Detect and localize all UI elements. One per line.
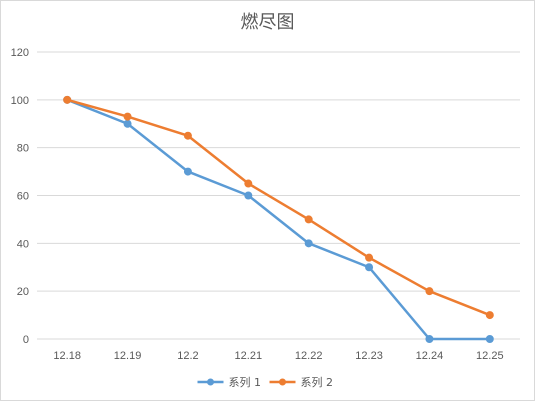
y-tick-label: 20 xyxy=(17,286,29,298)
chart-title: 燃尽图 xyxy=(240,12,295,33)
series-2-point xyxy=(485,311,494,320)
series-1-point xyxy=(244,191,253,200)
series-1-point xyxy=(365,263,374,272)
series-2-point xyxy=(365,253,374,262)
series-1-point xyxy=(183,167,192,176)
series-2-line xyxy=(65,98,492,317)
y-tick-label: 120 xyxy=(11,47,29,59)
y-tick-label: 60 xyxy=(17,191,29,203)
series-1-point xyxy=(304,239,313,248)
series-2-point xyxy=(244,179,253,188)
x-tick-label: 12.25 xyxy=(476,350,504,362)
x-tick-label: 12.24 xyxy=(416,350,444,362)
series-2-point xyxy=(63,95,72,104)
series-2-point xyxy=(304,215,313,224)
x-tick-label: 12.2 xyxy=(177,350,198,362)
x-tick-label: 12.19 xyxy=(114,350,142,362)
x-tick-label: 12.22 xyxy=(295,350,323,362)
y-tick-label: 80 xyxy=(17,143,29,155)
legend-label-1: 系列 1 xyxy=(229,375,262,389)
series-2-point xyxy=(425,287,434,296)
series-1-line xyxy=(65,98,492,341)
y-tick-label: 0 xyxy=(23,334,29,346)
series-1-point xyxy=(485,335,494,343)
legend-marker-2 xyxy=(279,378,286,386)
series-2-point xyxy=(123,112,132,121)
series-1-point xyxy=(425,335,434,343)
legend-marker-1 xyxy=(207,378,214,386)
legend-label-2: 系列 2 xyxy=(301,375,334,389)
x-tick-label: 12.18 xyxy=(53,350,81,362)
x-tick-label: 12.23 xyxy=(355,350,383,362)
x-tick-label: 12.21 xyxy=(235,350,263,362)
y-tick-label: 100 xyxy=(11,95,29,107)
y-tick-label: 40 xyxy=(17,238,29,250)
series-1-point xyxy=(123,119,132,128)
series-2-point xyxy=(183,131,192,140)
